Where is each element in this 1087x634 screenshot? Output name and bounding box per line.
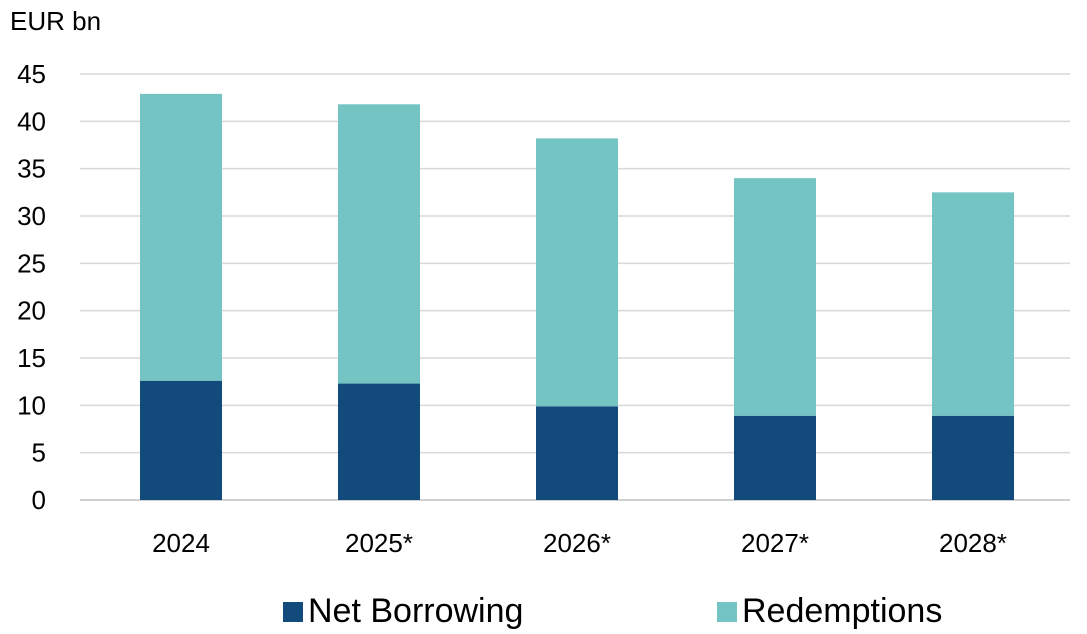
- legend-item-redemptions: Redemptions: [717, 592, 942, 631]
- legend-label-net-borrowing: Net Borrowing: [308, 592, 524, 630]
- bar-segment-net-borrowing: [338, 383, 420, 500]
- bar-segment-redemptions: [536, 138, 618, 407]
- y-axis-unit-label: EUR bn: [10, 6, 102, 36]
- y-tick-label: 15: [17, 343, 46, 373]
- y-tick-label: 40: [17, 106, 46, 136]
- bar-segment-redemptions: [338, 104, 420, 384]
- bar-segment-net-borrowing: [536, 406, 618, 500]
- x-tick-label: 2026*: [543, 528, 611, 558]
- bar-segment-redemptions: [932, 192, 1014, 416]
- bar-segment-net-borrowing: [734, 415, 816, 500]
- x-tick-label: 2027*: [741, 528, 809, 558]
- bar-segment-net-borrowing: [140, 380, 222, 500]
- y-tick-label: 5: [32, 438, 46, 468]
- x-tick-label: 2024: [152, 528, 210, 558]
- y-tick-label: 20: [17, 296, 46, 326]
- x-tick-label: 2028*: [939, 528, 1007, 558]
- legend: Net Borrowing Redemptions: [0, 592, 1087, 634]
- y-tick-label: 35: [17, 154, 46, 184]
- bar-segment-net-borrowing: [932, 415, 1014, 500]
- legend-label-redemptions: Redemptions: [742, 592, 943, 630]
- y-tick-label: 30: [17, 201, 46, 231]
- legend-item-net-borrowing: Net Borrowing: [283, 592, 523, 631]
- y-tick-label: 10: [17, 390, 46, 420]
- y-tick-label: 0: [32, 485, 46, 515]
- x-tick-label: 2025*: [345, 528, 413, 558]
- y-tick-label: 45: [17, 59, 46, 89]
- bar-segment-redemptions: [734, 178, 816, 416]
- stacked-bar-chart: 0 5 10 15 20 25 30 35 40 45 2024 2025* 2026* 2027* 202…: [17, 59, 1070, 558]
- legend-swatch-net-borrowing: [283, 601, 303, 622]
- y-tick-label: 25: [17, 248, 46, 278]
- bar-segment-redemptions: [140, 93, 222, 381]
- legend-swatch-redemptions: [717, 601, 737, 622]
